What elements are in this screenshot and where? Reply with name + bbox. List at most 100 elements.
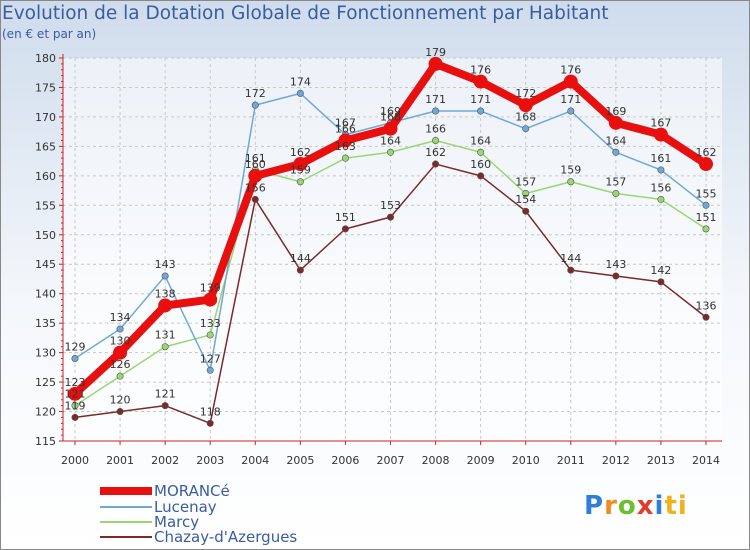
data-point — [473, 74, 488, 89]
data-label: 121 — [155, 388, 176, 401]
data-point — [161, 343, 169, 351]
data-label: 172 — [245, 87, 266, 100]
data-point — [113, 345, 128, 360]
data-label: 171 — [560, 93, 581, 106]
data-label: 163 — [335, 140, 356, 153]
data-point — [296, 178, 304, 186]
legend-label-chazay: Chazay-d'Azergues — [154, 528, 298, 546]
data-label: 156 — [245, 181, 266, 194]
data-point — [477, 148, 485, 156]
data-label: 176 — [470, 64, 491, 77]
data-label: 144 — [290, 252, 311, 265]
data-label: 144 — [560, 252, 581, 265]
data-label: 157 — [605, 176, 626, 189]
data-label: 167 — [335, 117, 356, 130]
data-label: 176 — [560, 64, 581, 77]
data-label: 143 — [605, 258, 626, 271]
data-label: 121 — [65, 388, 86, 401]
data-label: 134 — [110, 311, 131, 324]
legend-label-marcy: Marcy — [154, 513, 200, 531]
data-point — [116, 325, 124, 333]
legend-swatch-morance — [100, 487, 152, 495]
x-tick-label: 2004 — [241, 454, 269, 467]
data-point — [71, 355, 79, 363]
data-label: 131 — [155, 329, 176, 342]
axes: 115 120 125 130 135 140 145 150 155 160 165 170 175 1… — [35, 52, 722, 467]
y-tick-label: 175 — [35, 81, 56, 94]
data-point — [383, 121, 398, 136]
y-tick-label: 135 — [35, 317, 56, 330]
y-tick-label: 120 — [35, 406, 56, 419]
data-point — [432, 136, 440, 144]
data-point — [341, 154, 349, 162]
data-label: 161 — [245, 152, 266, 165]
data-label: 164 — [470, 134, 491, 147]
data-label: 159 — [290, 164, 311, 177]
legend-label-morance: MORANCé — [154, 482, 230, 500]
data-point — [567, 178, 575, 186]
data-label: 143 — [155, 258, 176, 271]
x-tick-label: 2013 — [647, 454, 675, 467]
data-point — [68, 386, 82, 401]
x-tick-label: 2005 — [286, 454, 314, 467]
data-point — [338, 133, 353, 148]
data-point — [518, 98, 533, 113]
data-label: 169 — [380, 105, 401, 118]
y-tick-label: 170 — [35, 111, 56, 124]
data-label: 169 — [605, 105, 626, 118]
series-2 — [71, 136, 710, 410]
data-label: 118 — [200, 405, 221, 418]
data-label: 119 — [65, 399, 86, 412]
data-point — [563, 74, 578, 89]
data-point — [251, 195, 259, 203]
y-tick-label: 115 — [35, 435, 56, 448]
data-point — [161, 272, 169, 280]
data-point — [158, 298, 173, 313]
data-point — [71, 402, 79, 410]
x-tick-label: 2010 — [512, 454, 540, 467]
data-point — [341, 225, 349, 233]
x-tick-label: 2007 — [377, 454, 405, 467]
y-tick-label: 140 — [35, 288, 56, 301]
x-tick-label: 2011 — [557, 454, 585, 467]
y-tick-label: 125 — [35, 376, 56, 389]
data-point — [702, 225, 710, 233]
data-label: 160 — [245, 158, 266, 171]
data-point — [657, 166, 665, 174]
data-label: 174 — [290, 75, 311, 88]
data-label: 156 — [650, 181, 671, 194]
x-tick-label: 2006 — [331, 454, 359, 467]
y-tick-label: 130 — [35, 347, 56, 360]
data-point — [612, 148, 620, 156]
data-label: 155 — [696, 187, 717, 200]
data-label: 133 — [200, 317, 221, 330]
data-label: 168 — [380, 111, 401, 124]
y-tick-label: 150 — [35, 229, 56, 242]
data-label: 127 — [200, 352, 221, 365]
data-label: 172 — [515, 87, 536, 100]
data-label: 138 — [155, 287, 176, 300]
y-tick-label: 165 — [35, 140, 56, 153]
data-label: 142 — [650, 264, 671, 277]
data-point — [203, 292, 218, 307]
data-point — [71, 413, 79, 421]
data-point — [206, 419, 214, 427]
x-tick-label: 2003 — [196, 454, 224, 467]
y-tick-label: 155 — [35, 199, 56, 212]
data-label: 166 — [335, 122, 356, 135]
data-point — [702, 201, 710, 209]
data-point — [248, 168, 263, 183]
data-label: 161 — [650, 152, 671, 165]
legend-swatch-chazay — [100, 536, 152, 538]
x-tick-label: 2014 — [692, 454, 720, 467]
x-tick-label: 2000 — [61, 454, 89, 467]
chart-title: Evolution de la Dotation Globale de Fonc… — [2, 3, 609, 24]
data-label: 126 — [110, 358, 131, 371]
data-point — [702, 313, 710, 321]
data-label: 162 — [425, 146, 446, 159]
data-point — [386, 148, 394, 156]
data-point — [657, 195, 665, 203]
data-label: 171 — [470, 93, 491, 106]
data-point — [116, 372, 124, 380]
x-tick-label: 2009 — [467, 454, 495, 467]
